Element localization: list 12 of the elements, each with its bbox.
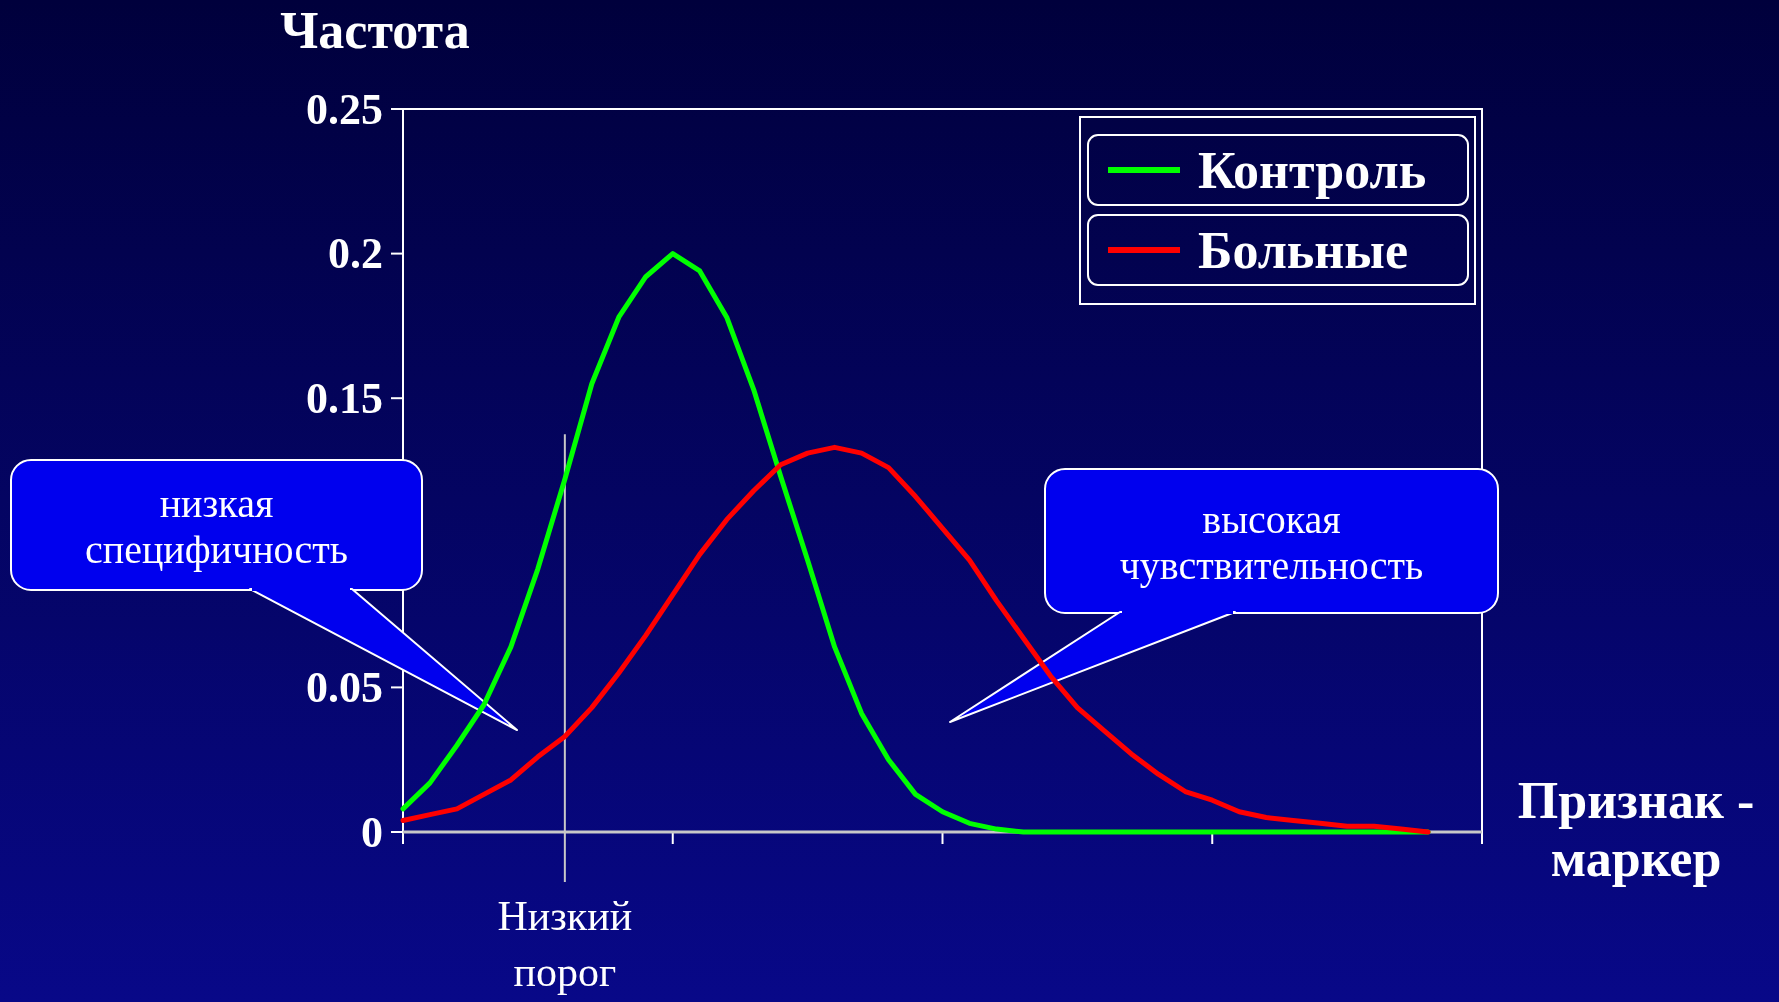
text: Низкий порог [497, 893, 633, 995]
y-axis-title: Частота [280, 2, 470, 59]
y-tick-label: 0 [361, 807, 383, 857]
y-tick-label: 0.2 [328, 229, 383, 279]
x-axis-title: Признак - маркер [1517, 772, 1755, 887]
legend-label: Больные [1198, 221, 1409, 279]
annotation: высокая чувствительность [1119, 496, 1424, 588]
y-tick-label: 0.25 [306, 84, 383, 134]
y-tick-label: 0.05 [306, 662, 383, 712]
text: низкая специфичность [84, 480, 349, 572]
legend-label: Контроль [1198, 141, 1427, 199]
y-tick-label: 0.15 [306, 373, 383, 423]
